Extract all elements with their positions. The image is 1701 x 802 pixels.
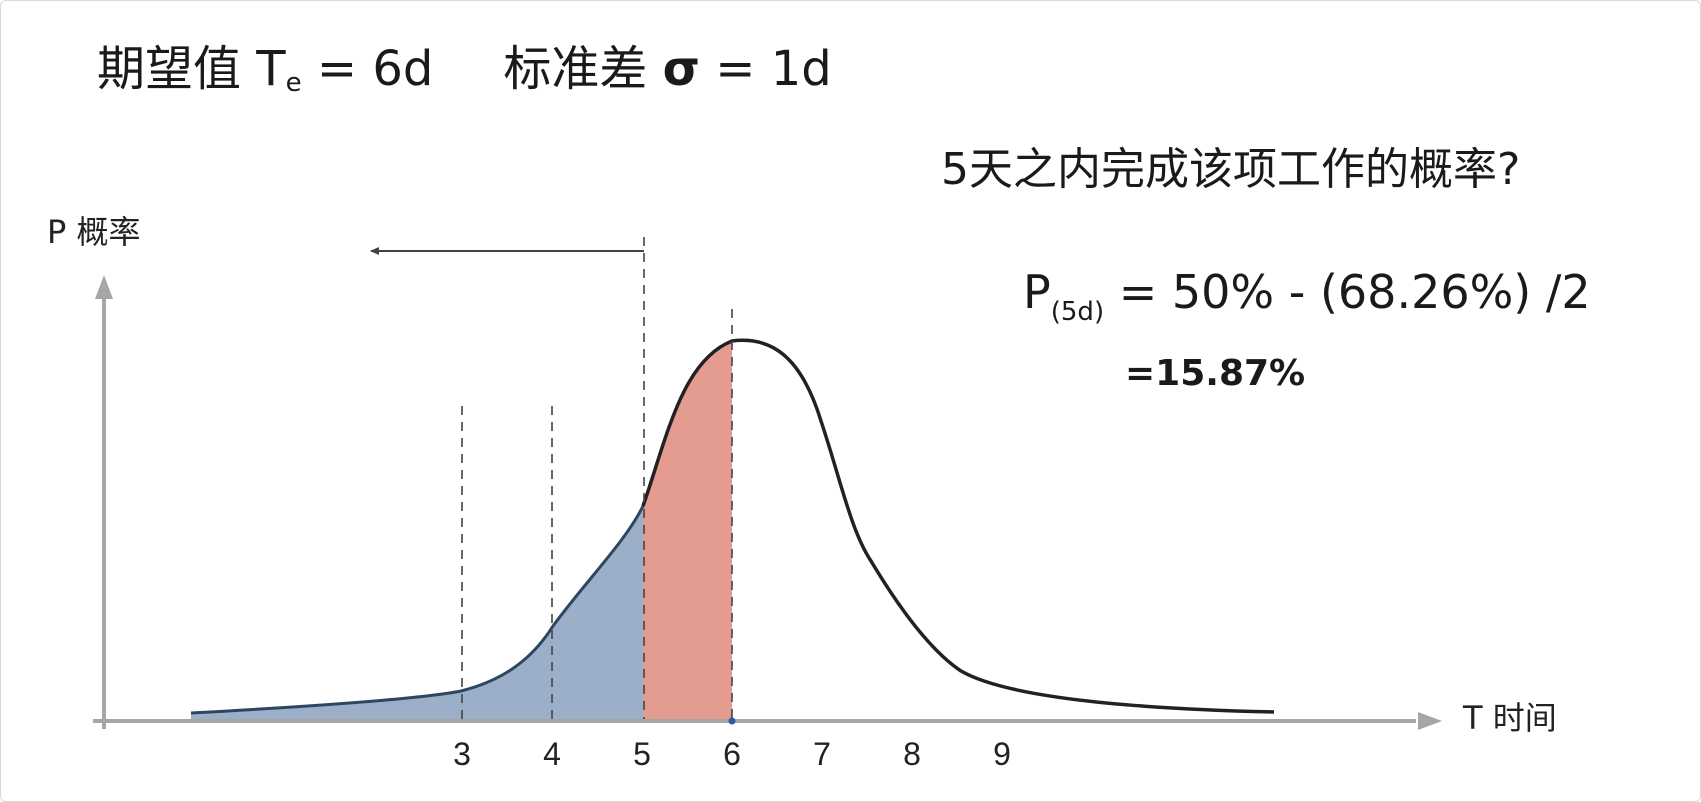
x-tick-label-6: 6 <box>723 736 741 772</box>
left-tail-area <box>191 506 643 721</box>
formula-lead: P <box>1023 265 1051 319</box>
x-tick-label-4: 4 <box>543 736 561 772</box>
mean-point <box>728 717 736 725</box>
x-tick-label-7: 7 <box>813 736 831 772</box>
x-tick-label-3: 3 <box>453 736 471 772</box>
distribution-curve <box>641 338 1275 714</box>
probability-result: =15.87% <box>1125 353 1306 394</box>
x-tick-label-8: 8 <box>903 736 921 772</box>
x-axis-arrowhead <box>1418 712 1442 730</box>
sigma-symbol: σ <box>662 41 700 97</box>
header-line: 期望值 Te = 6d 标准差 σ = 1d <box>97 45 832 96</box>
question-text: 5天之内完成该项工作的概率? <box>941 144 1521 195</box>
formula-rest: = 50% - (68.26%) /2 <box>1104 265 1591 319</box>
x-tick-label-9: 9 <box>993 736 1011 772</box>
x-tick-label-5: 5 <box>633 736 651 772</box>
expectation-value: = 6d <box>301 41 434 97</box>
one-sigma-area <box>643 341 732 721</box>
stddev-value: = 1d <box>700 41 832 97</box>
y-axis-label: P 概率 <box>47 213 140 251</box>
y-axis-arrowhead <box>95 275 113 299</box>
x-axis-label: T 时间 <box>1462 699 1557 737</box>
expectation-subscript: e <box>285 68 302 98</box>
left-tail-edge <box>190 505 645 715</box>
probability-formula: P(5d) = 50% - (68.26%) /2 <box>1023 269 1591 325</box>
expectation-label: 期望值 T <box>97 41 286 97</box>
x-tick-labels: 3 4 5 6 7 8 9 <box>453 736 1011 772</box>
formula-subscript: (5d) <box>1050 297 1105 327</box>
stddev-label: 标准差 <box>503 41 663 97</box>
